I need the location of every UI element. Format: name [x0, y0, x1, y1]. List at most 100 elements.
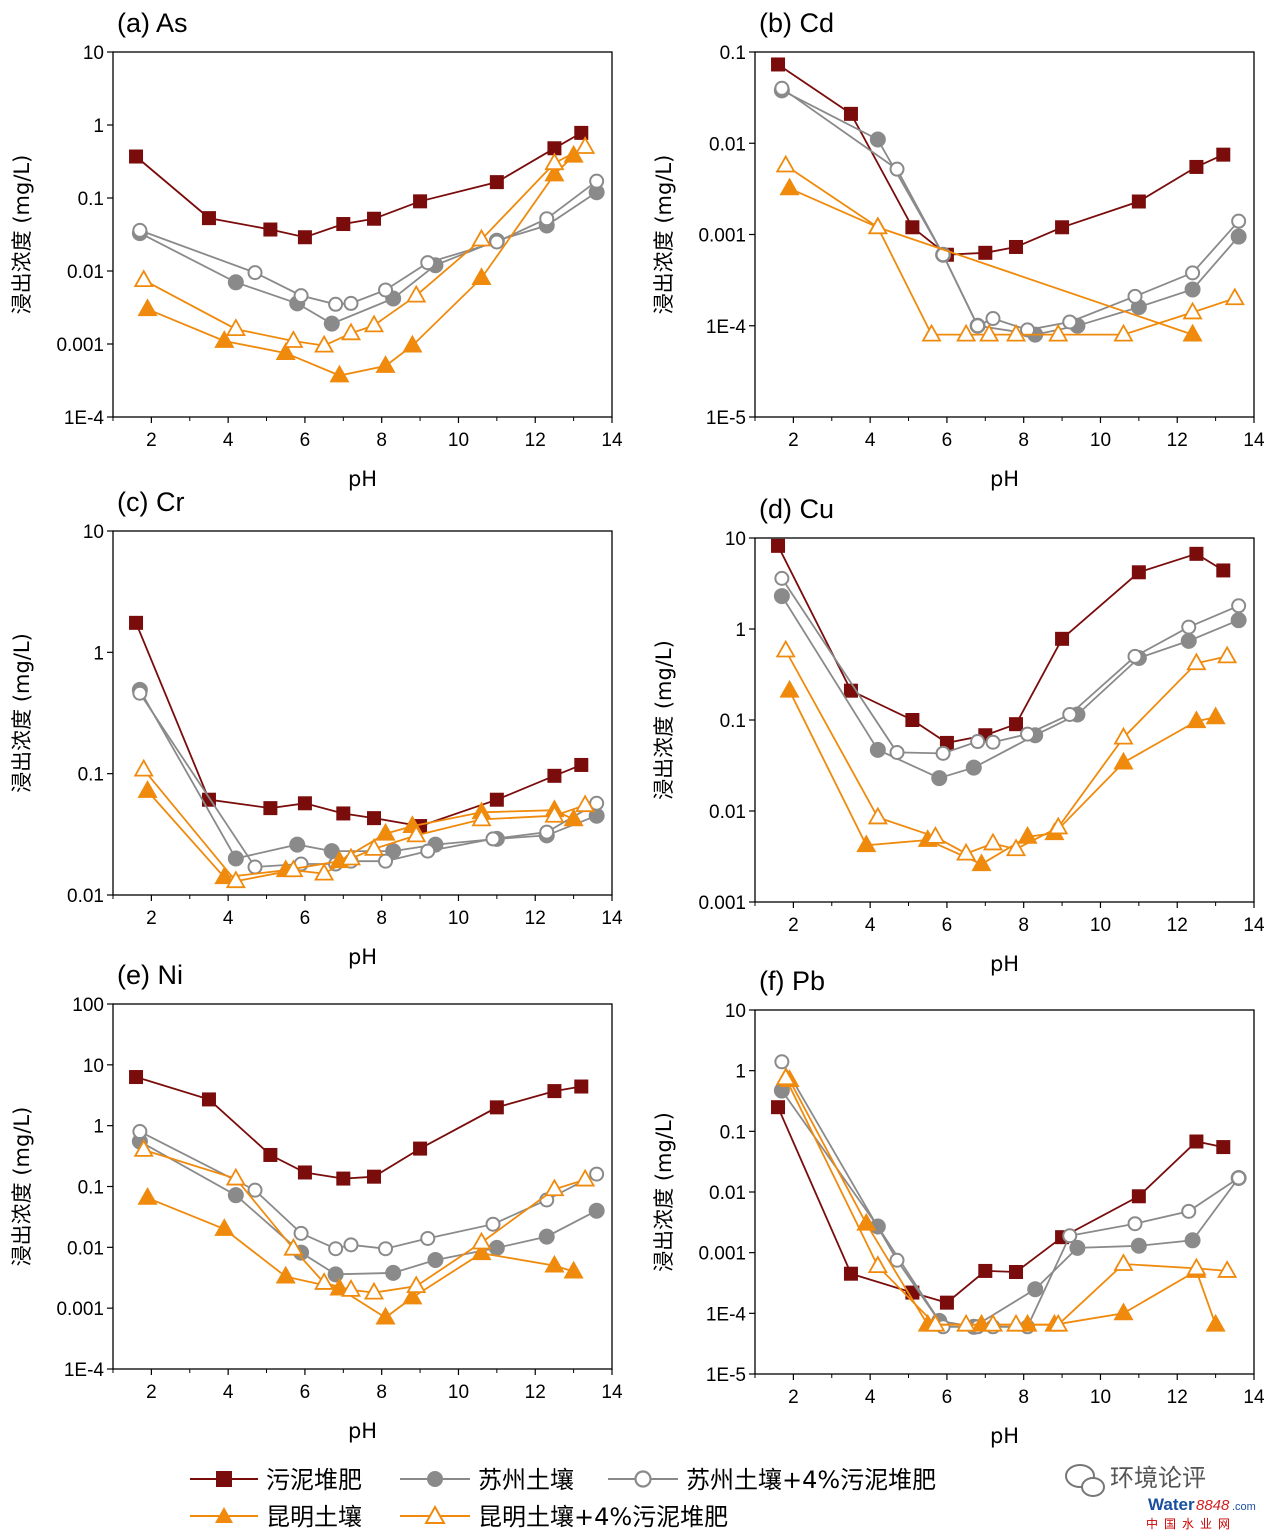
data-point	[589, 173, 605, 189]
plot-frame	[754, 537, 1255, 903]
series-s5	[775, 639, 1238, 861]
series-line	[788, 1079, 1217, 1326]
y-tick-label: 100	[72, 995, 104, 1016]
legend-item-suzhou-soil: 苏州土壤	[400, 1466, 574, 1494]
y-tick-label: 0.01	[709, 802, 746, 823]
data-point	[314, 1272, 335, 1290]
data-point	[978, 245, 993, 260]
series-s1	[129, 125, 589, 245]
data-point	[133, 269, 154, 288]
chart-panel-3: (c) Cr 2 4 6 8 10 12 14 0.01 0.1 1 10 pH 浸出浓度 (mg/L)	[10, 487, 623, 969]
data-point	[489, 1100, 504, 1115]
data-point	[471, 1231, 492, 1250]
data-point	[378, 853, 394, 869]
y-tick-label: 0.001	[698, 893, 746, 914]
data-point	[297, 1165, 312, 1180]
data-point	[225, 1167, 246, 1186]
data-point	[225, 870, 246, 889]
data-point	[214, 1218, 235, 1236]
series-s4	[779, 1069, 1226, 1332]
data-point	[1055, 220, 1070, 235]
y-tick-label: 0.1	[78, 1178, 104, 1199]
x-tick-label: 10	[1090, 430, 1111, 451]
series-line	[788, 690, 1216, 866]
y-tick-label: 0.1	[720, 1122, 746, 1143]
data-point	[935, 745, 951, 761]
data-point	[956, 842, 977, 861]
data-point	[856, 834, 877, 853]
series-s3	[774, 1054, 1247, 1335]
data-point	[925, 826, 946, 844]
x-axis-title: pH	[990, 952, 1019, 976]
x-tick-label: 14	[601, 908, 623, 929]
legend-label: 昆明土壤+4%污泥堆肥	[478, 1503, 728, 1531]
data-point	[137, 298, 158, 317]
x-tick-label: 4	[865, 430, 876, 451]
data-point	[544, 1178, 565, 1197]
data-point	[1205, 1313, 1226, 1332]
series-line	[777, 63, 1224, 256]
chart-panels: (a) As2 4 6 8 10 12 141E-40.0010.010.1110pH浸出浓…	[10, 8, 1265, 1448]
y-tick-label: 10	[83, 43, 104, 64]
data-point	[589, 1166, 605, 1182]
data-point	[539, 211, 555, 227]
data-point	[420, 255, 436, 271]
data-point	[1009, 717, 1024, 732]
x-tick-label: 6	[942, 915, 953, 936]
data-point	[1062, 1228, 1078, 1244]
series-line	[777, 1106, 1224, 1304]
data-point	[843, 1266, 858, 1281]
data-point	[1231, 598, 1247, 614]
y-tick-label: 0.01	[709, 134, 746, 155]
x-tick-label: 4	[223, 908, 234, 929]
y-tick-label: 0.01	[709, 1183, 746, 1204]
data-point	[773, 588, 790, 605]
series-s2	[131, 184, 605, 332]
data-point	[489, 234, 505, 250]
y-tick-label: 1E-5	[706, 408, 746, 429]
data-point	[856, 1212, 877, 1231]
data-point	[375, 822, 396, 841]
data-point	[1189, 546, 1204, 561]
data-point	[575, 1168, 596, 1187]
series-s5	[133, 1139, 596, 1300]
x-tick-label: 2	[788, 430, 799, 451]
data-point	[378, 1241, 394, 1257]
data-point	[544, 1254, 565, 1273]
series-line	[784, 1077, 1228, 1326]
legend-label: 苏州土壤+4%污泥堆肥	[686, 1466, 936, 1494]
svg-text:Water: Water	[1148, 1495, 1195, 1514]
data-point	[227, 850, 244, 867]
data-point	[889, 161, 905, 177]
y-tick-label: 0.001	[698, 1244, 746, 1265]
data-point	[133, 1139, 154, 1157]
series-s3	[132, 685, 605, 875]
legend-open-triangle-marker	[424, 1504, 446, 1524]
series-s2	[773, 1082, 1247, 1335]
y-tick-label: 0.1	[720, 711, 746, 732]
data-point	[485, 1216, 501, 1232]
data-point	[367, 211, 382, 226]
data-point	[869, 131, 886, 148]
data-point	[775, 639, 796, 658]
data-point	[588, 1202, 605, 1219]
panel-title: (f) Pb	[759, 966, 825, 996]
legend-item-sludge-compost: 污泥堆肥	[190, 1466, 362, 1494]
y-axis-title: 浸出浓度 (mg/L)	[10, 633, 34, 793]
y-tick-label: 0.01	[67, 886, 104, 907]
data-point	[1185, 265, 1201, 281]
x-tick-label: 6	[300, 908, 311, 929]
data-point	[563, 1260, 584, 1279]
data-point	[406, 284, 427, 303]
data-point	[1217, 1260, 1238, 1278]
x-axis-title: pH	[348, 1419, 377, 1443]
series-s5	[133, 136, 596, 353]
x-tick-label: 8	[1018, 430, 1029, 451]
y-tick-label: 0.1	[78, 189, 104, 210]
x-tick-label: 6	[942, 430, 953, 451]
data-point	[1005, 1313, 1027, 1332]
data-point	[1062, 314, 1078, 330]
y-tick-label: 0.001	[56, 1299, 104, 1320]
x-tick-label: 8	[376, 430, 387, 451]
